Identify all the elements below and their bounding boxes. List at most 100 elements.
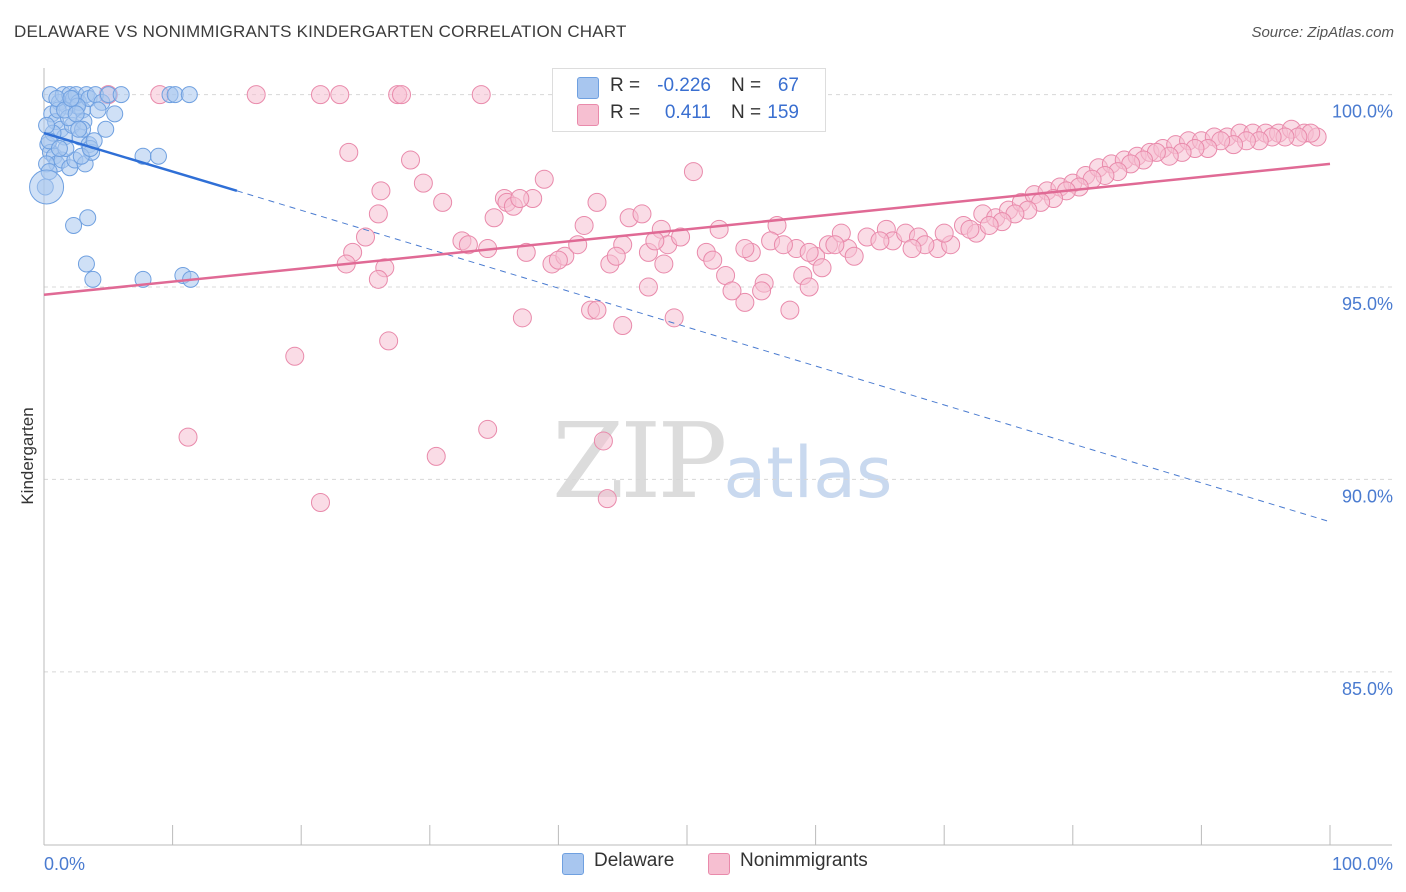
delaware-point <box>97 120 115 138</box>
nonimmigrants-point <box>870 231 890 251</box>
nonimmigrants-point <box>178 427 198 447</box>
nonimmigrants-point <box>671 227 691 247</box>
nonimmigrants-point <box>597 489 617 509</box>
nonimmigrants-point <box>812 258 832 278</box>
delaware-point <box>65 216 83 234</box>
nonimmigrants-swatch <box>577 104 599 126</box>
source-label: Source: ZipAtlas.com <box>1251 24 1394 41</box>
r-value: 0.411 <box>664 102 711 123</box>
delaware-point <box>166 86 184 104</box>
nonimmigrants-point <box>534 169 554 189</box>
nonimmigrants-point <box>632 204 652 224</box>
axes <box>43 68 1392 846</box>
delaware-point <box>67 105 85 123</box>
delaware-point <box>149 147 167 165</box>
nonimmigrants-point <box>709 219 729 239</box>
delaware-point <box>29 169 65 205</box>
nonimmigrants-legend-label: Nonimmigrants <box>740 850 868 871</box>
y-tick-label: 90.0% <box>1342 486 1393 506</box>
nonimmigrants-point <box>703 250 723 270</box>
y-tick-label: 100.0% <box>1332 102 1393 122</box>
delaware-legend-label: Delaware <box>594 850 675 871</box>
nonimmigrants-point <box>902 239 922 259</box>
nonimmigrants-point <box>844 246 864 266</box>
x-tick-label: 0.0% <box>44 854 85 874</box>
delaware-points <box>29 86 200 288</box>
nonimmigrants-point <box>285 346 305 366</box>
nonimmigrants-point <box>392 85 412 105</box>
nonimmigrants-point <box>548 250 568 270</box>
nonimmigrants-point <box>683 162 703 182</box>
nonimmigrants-point <box>606 246 626 266</box>
n-label: N = <box>731 75 762 96</box>
nonimmigrants-point <box>664 308 684 328</box>
r-label: R = <box>610 102 641 123</box>
n-label: N = <box>731 102 762 123</box>
delaware-point <box>112 86 130 104</box>
r-value: -0.226 <box>657 75 711 96</box>
delaware-trend-extension <box>236 190 1331 523</box>
delaware-point <box>77 255 95 273</box>
y-tick-label: 85.0% <box>1342 679 1393 699</box>
chart-title: DELAWARE VS NONIMMIGRANTS KINDERGARTEN C… <box>14 22 627 41</box>
nonimmigrants-point <box>825 235 845 255</box>
delaware-swatch <box>577 77 599 99</box>
nonimmigrants-point <box>780 300 800 320</box>
nonimmigrants-point <box>593 431 613 451</box>
nonimmigrants-point <box>330 85 350 105</box>
delaware-point <box>180 86 198 104</box>
delaware-point <box>106 105 124 123</box>
delaware-trend-line <box>43 131 238 193</box>
n-value: 67 <box>777 75 799 96</box>
nonimmigrants-point <box>433 192 453 212</box>
delaware-point <box>70 120 88 138</box>
delaware-point <box>89 101 107 119</box>
nonimmigrants-point <box>799 242 819 262</box>
nonimmigrants-point <box>587 192 607 212</box>
nonimmigrants-trend-line <box>43 162 1331 296</box>
nonimmigrants-point <box>735 292 755 312</box>
nonimmigrants-point <box>368 204 388 224</box>
nonimmigrants-point <box>458 235 478 255</box>
nonimmigrants-point <box>310 85 330 105</box>
nonimmigrants-point <box>379 331 399 351</box>
watermark-atlas: atlas <box>723 432 893 514</box>
nonimmigrants-point <box>773 235 793 255</box>
nonimmigrants-point <box>246 85 266 105</box>
nonimmigrants-point <box>799 277 819 297</box>
nonimmigrants-points <box>98 85 1327 513</box>
nonimmigrants-point <box>356 227 375 247</box>
nonimmigrants-point <box>568 235 588 255</box>
nonimmigrants-point <box>574 215 594 235</box>
nonimmigrants-point <box>516 242 536 262</box>
delaware-point <box>84 270 102 288</box>
nonimmigrants-point <box>310 493 330 513</box>
nonimmigrants-point <box>371 181 391 201</box>
nonimmigrants-point <box>484 208 504 228</box>
nonimmigrants-point <box>722 281 742 301</box>
nonimmigrants-point <box>512 308 532 328</box>
nonimmigrants-point <box>934 223 954 243</box>
nonimmigrants-point <box>510 189 530 209</box>
correlation-legend: R = -0.226 N = 67 R = 0.411 N = 159 <box>552 68 826 132</box>
nonimmigrants-point <box>752 281 772 301</box>
nonimmigrants-point <box>979 215 999 235</box>
nonimmigrants-point <box>638 277 658 297</box>
delaware-point <box>38 116 56 134</box>
nonimmigrants-point <box>413 173 433 193</box>
nonimmigrants-point <box>401 150 421 170</box>
nonimmigrants-point <box>368 269 388 289</box>
nonimmigrants-point <box>613 316 633 336</box>
y-tick-label: 95.0% <box>1342 294 1393 314</box>
watermark: ZIPatlas <box>552 400 892 522</box>
x-tick-label: 100.0% <box>1332 854 1393 874</box>
nonimmigrants-point <box>960 219 980 239</box>
legend-row-nonimmigrants: R = 0.411 N = 159 <box>553 101 825 127</box>
nonimmigrants-point <box>645 231 665 251</box>
delaware-point <box>50 140 68 158</box>
r-label: R = <box>610 75 641 96</box>
legend-row-delaware: R = -0.226 N = 67 <box>553 74 825 100</box>
nonimmigrants-swatch <box>708 853 730 875</box>
nonimmigrants-point <box>339 142 359 162</box>
trend-lines <box>43 131 1331 523</box>
